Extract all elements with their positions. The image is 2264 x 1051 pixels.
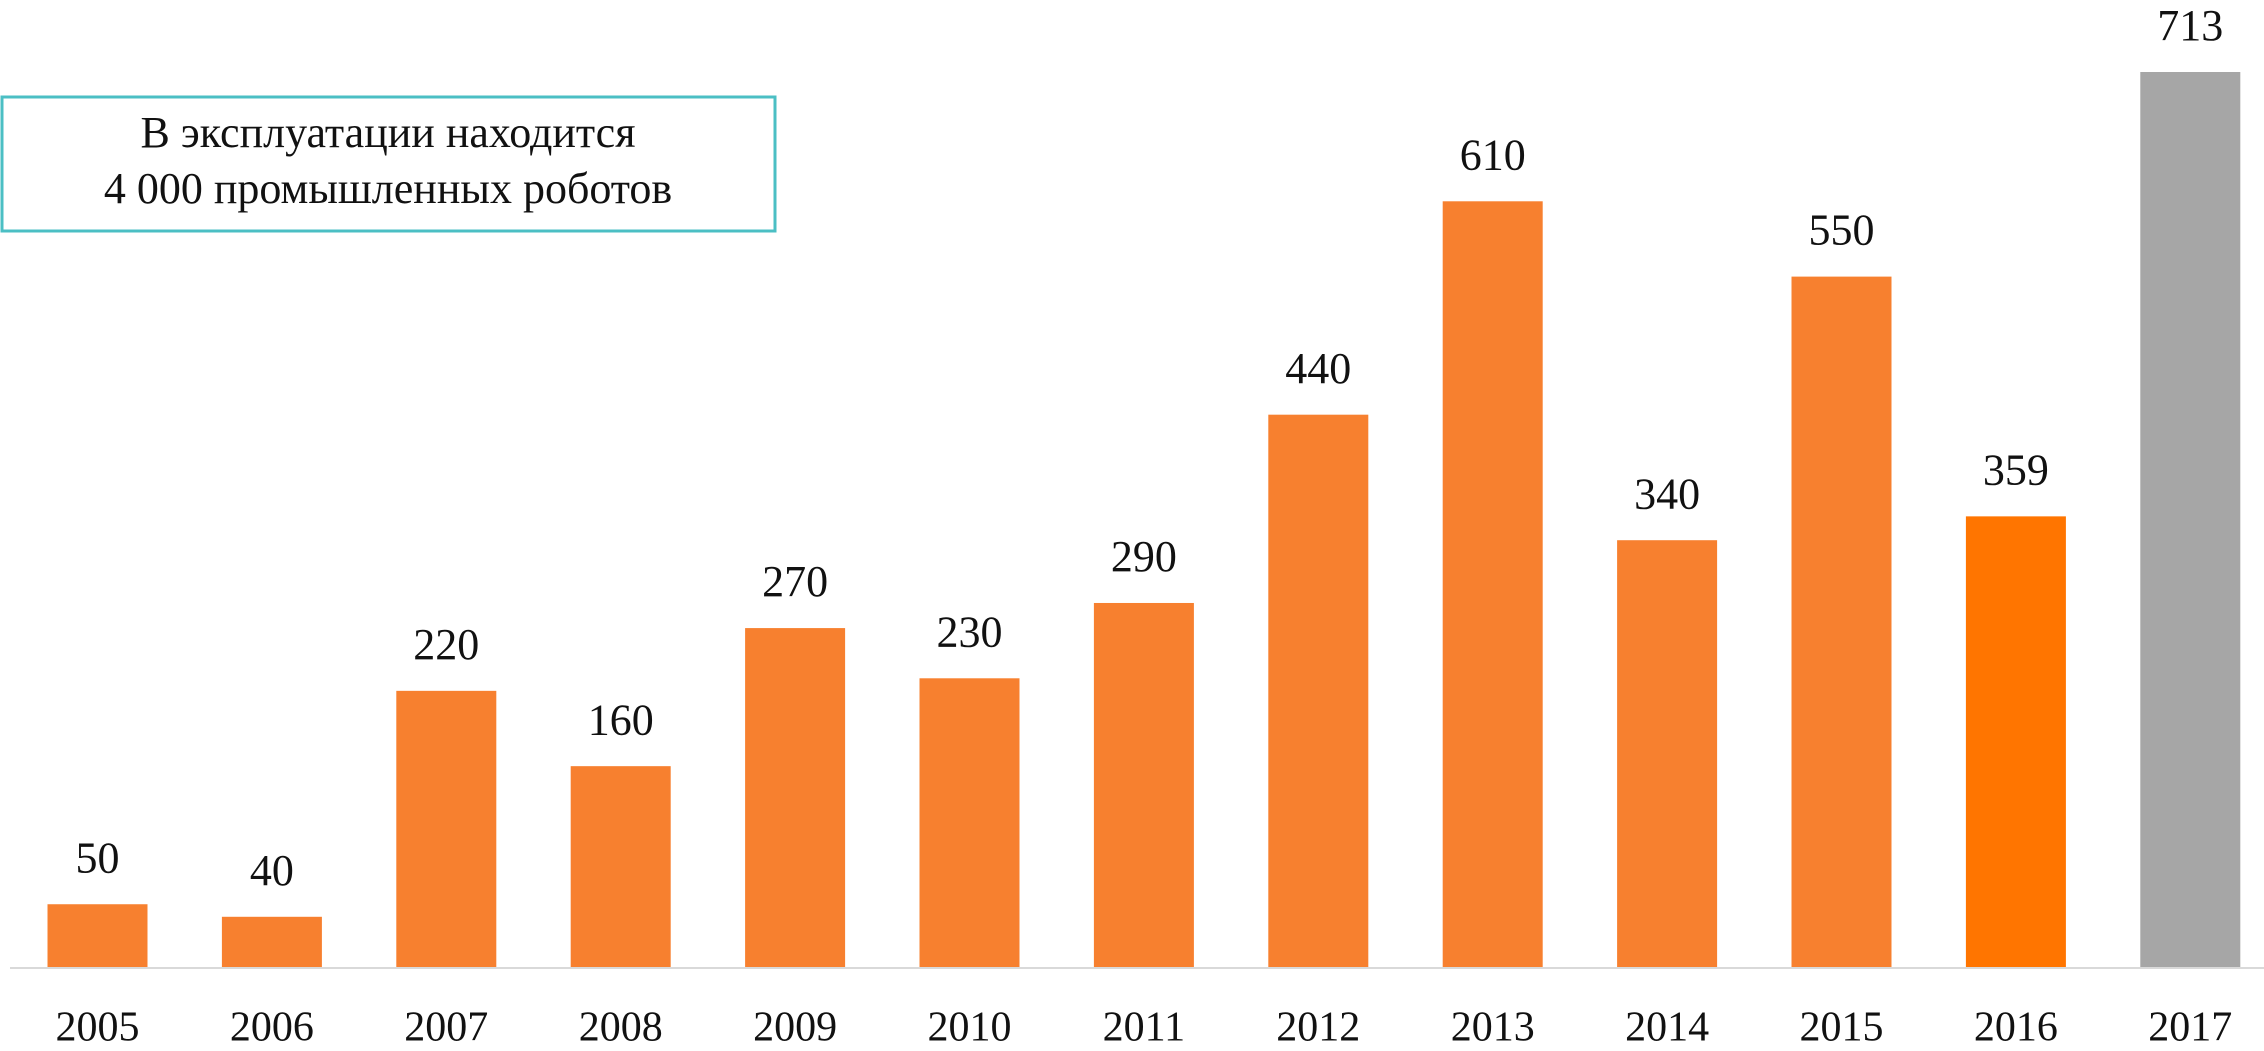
x-tick-label: 2008 — [579, 1005, 663, 1051]
bar — [1442, 201, 1543, 967]
x-tick-label: 2005 — [56, 1005, 140, 1051]
x-tick-label: 2010 — [928, 1005, 1012, 1051]
x-tick-label: 2017 — [2148, 1005, 2232, 1051]
bar — [221, 916, 322, 967]
value-label: 359 — [1983, 445, 2049, 494]
annotation-line: 4 000 промышленных роботов — [104, 164, 672, 213]
value-label: 230 — [937, 607, 1003, 656]
x-tick-label: 2012 — [1276, 1005, 1360, 1051]
x-tick-label: 2007 — [404, 1005, 488, 1051]
value-label: 270 — [762, 557, 828, 606]
bar — [919, 678, 1020, 967]
bar — [2140, 72, 2241, 967]
value-label: 713 — [2157, 1, 2223, 50]
value-label: 340 — [1634, 469, 1700, 518]
x-tick-label: 2009 — [753, 1005, 837, 1051]
x-tick-label: 2011 — [1103, 1005, 1185, 1051]
x-tick-label: 2016 — [1974, 1005, 2058, 1051]
value-label: 160 — [588, 695, 654, 744]
bar — [1268, 414, 1369, 968]
value-label: 610 — [1460, 130, 1526, 179]
value-label: 290 — [1111, 532, 1177, 581]
bar — [745, 628, 846, 967]
x-tick-label: 2014 — [1625, 1005, 1709, 1051]
x-tick-label: 2006 — [230, 1005, 314, 1051]
bar — [570, 766, 671, 967]
annotation-box — [0, 95, 777, 233]
annotation-line: В эксплуатации находится — [141, 108, 636, 157]
value-label: 550 — [1809, 206, 1875, 255]
value-label: 440 — [1285, 344, 1351, 393]
bar — [1617, 540, 1718, 967]
value-label: 40 — [250, 846, 294, 895]
bar — [1093, 602, 1194, 967]
x-tick-label: 2013 — [1451, 1005, 1535, 1051]
x-tick-label: 2015 — [1800, 1005, 1884, 1051]
value-label: 220 — [413, 620, 479, 669]
bar — [47, 904, 148, 967]
bar — [1965, 516, 2066, 967]
bar — [1791, 276, 1892, 967]
value-label: 50 — [76, 833, 120, 882]
bar — [396, 690, 497, 967]
